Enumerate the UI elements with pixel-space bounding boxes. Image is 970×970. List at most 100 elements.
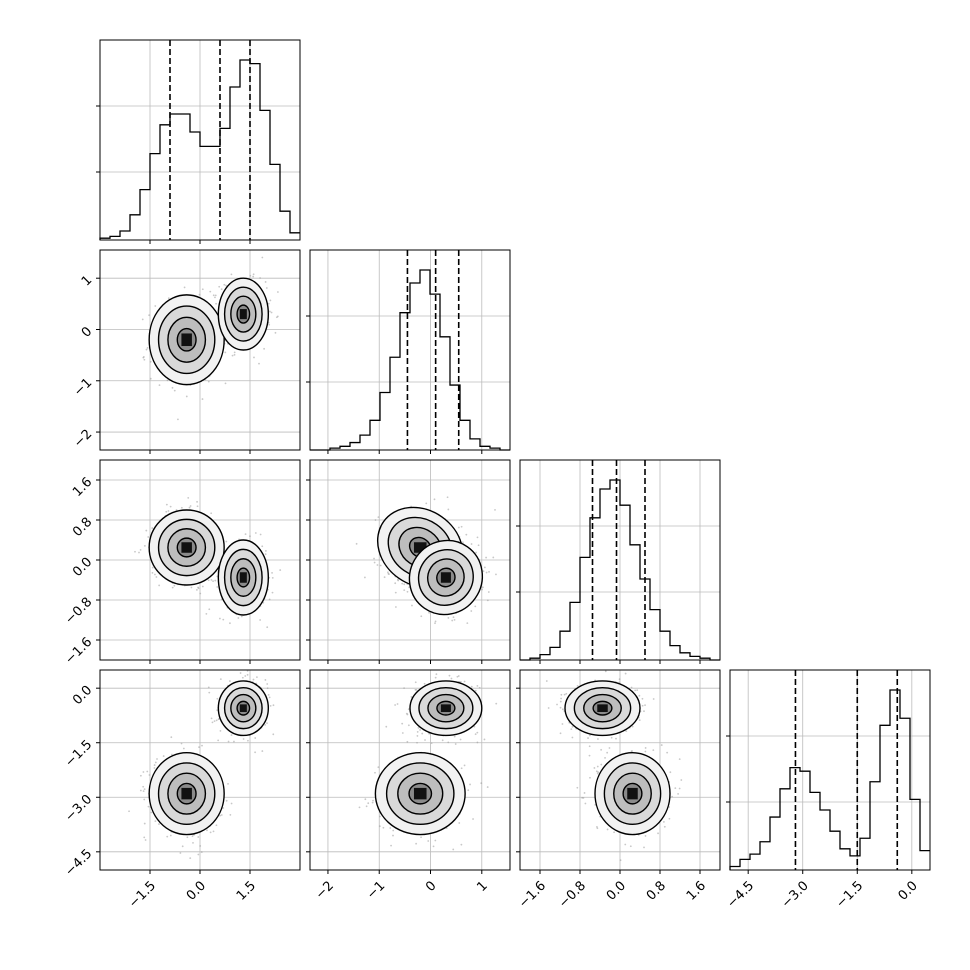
scatter-point [180,506,183,509]
panel-2-2 [516,459,721,664]
scatter-point [182,747,185,750]
contour-line [157,762,216,826]
scatter-point [153,767,156,769]
scatter-point [563,693,566,696]
contour-line [385,762,455,826]
contour-line [236,700,251,716]
scatter-point [411,604,413,607]
scatter-point [264,281,267,283]
scatter-point [269,704,272,707]
contour-line [223,687,263,730]
scatter-point [213,720,216,723]
panel-frame [99,459,301,661]
scatter-point [143,358,146,361]
scatter-point [224,382,227,385]
scatter-point [461,541,464,544]
scatter-points [141,256,279,421]
panel-2-1 [306,459,511,664]
scatter-point [474,689,477,692]
scatter-point [259,277,262,279]
scatter-point [434,839,437,842]
scatter-point [394,704,397,706]
scatter-point [158,823,160,825]
scatter-point [183,286,186,289]
scatter-point [394,591,397,594]
scatter-point [470,543,473,545]
scatter-point [240,615,243,618]
scatter-point [618,678,621,681]
scatter-point [270,311,273,314]
scatter-point [277,291,279,293]
scatter-point [209,290,212,293]
scatter-point [216,709,219,712]
scatter-point [215,824,218,827]
density-peak [440,572,451,583]
scatter-point [459,738,462,741]
scatter-point [154,820,157,823]
scatter-point [424,739,426,741]
scatter-point [452,848,455,851]
scatter-point [219,814,222,817]
density-peak [413,542,427,553]
scatter-point [373,561,376,564]
scatter-point [143,788,146,791]
scatter-point [154,573,156,576]
panel-frame [309,459,511,661]
scatter-point [253,356,255,359]
scatter-point [230,802,233,805]
scatter-point [158,584,161,587]
scatter-point [134,550,136,553]
scatter-point [220,814,223,816]
scatter-point [258,362,260,365]
scatter-point [435,673,438,676]
scatter-point [372,799,374,802]
scatter-point [254,751,257,754]
scatter-point [219,678,222,681]
scatter-point [405,712,408,715]
scatter-point [175,509,178,511]
scatter-point [207,686,210,689]
scatter-point [487,591,490,593]
scatter-point [480,782,483,785]
scatter-point [377,766,380,769]
scatter-point [396,703,399,705]
scatter-point [189,857,192,860]
scatter-point [189,505,192,507]
scatter-point [434,622,436,625]
scatter-point [457,526,460,529]
scatter-point [374,771,376,774]
scatter-point [387,571,389,574]
scatter-point [269,310,271,313]
scatter-point [146,346,149,349]
scatter-point [254,532,257,534]
scatter-point [145,529,148,532]
scatter-point [225,540,228,543]
scatter-point [476,731,479,734]
scatter-point [271,571,273,574]
scatter-point [481,586,484,589]
scatter-point [416,731,419,733]
scatter-point [167,297,170,300]
scatter-point [423,682,426,685]
scatter-point [230,734,233,736]
scatter-point [587,737,589,739]
scatter-point [263,347,265,350]
scatter-point [433,498,436,501]
scatter-points [355,496,497,625]
scatter-point [669,771,672,774]
scatter-point [143,836,146,839]
contour-line [176,782,197,805]
scatter-point [197,587,200,590]
scatter-point [406,740,409,743]
scatter-point [151,527,154,529]
scatter-point [187,496,190,499]
scatter-point [181,845,184,848]
scatter-point [142,790,145,793]
contour-line [436,700,456,716]
scatter-point [206,829,208,832]
scatter-point [218,285,221,288]
scatter-point [403,687,405,689]
contour-line [167,772,207,815]
scatter-point [188,506,191,509]
